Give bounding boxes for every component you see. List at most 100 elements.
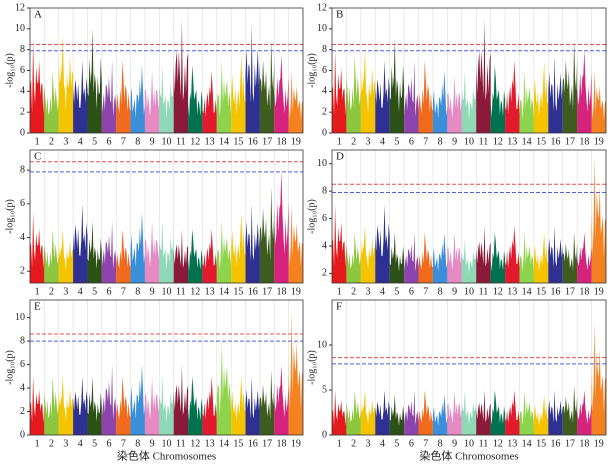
x-tick-label: 2 (351, 136, 356, 147)
chromosome-signal (562, 385, 578, 435)
x-tick-label: 10 (162, 286, 172, 297)
x-tick-label: 2 (49, 286, 54, 297)
chromosome-signal (101, 60, 117, 133)
chromosome-signal (461, 70, 477, 133)
y-axis-label: -log₁₀(p) (306, 199, 317, 234)
chromosome-signal (288, 203, 303, 283)
y-tick-label: 10 (15, 23, 25, 34)
chromosome-signal (519, 390, 534, 435)
chromosome-signal (44, 70, 59, 133)
chromosome-signal (404, 60, 419, 133)
chromosome-signal (188, 229, 203, 283)
x-tick-label: 13 (507, 136, 517, 147)
x-tick-label: 16 (551, 286, 561, 297)
x-tick-label: 14 (522, 136, 532, 147)
y-tick-label: 8 (20, 44, 25, 55)
chromosome-signal (432, 394, 448, 435)
x-tick-label: 6 (409, 136, 414, 147)
panel-label: D (336, 151, 344, 163)
chromosome-signal (404, 390, 419, 435)
chromosome-signal (533, 60, 549, 133)
chromosome-signal (231, 212, 246, 283)
chromosome-signal (216, 341, 232, 435)
chromosome-signal (447, 390, 462, 435)
chromosome-signal (332, 49, 347, 134)
x-tick-label: 18 (276, 438, 286, 449)
x-tick-label: 7 (121, 438, 126, 449)
chromosome-signal (259, 39, 275, 133)
x-tick-label: 13 (205, 438, 215, 449)
chromosome-signal (332, 390, 347, 435)
x-tick-label: 16 (248, 136, 258, 147)
chromosome-signal (202, 229, 217, 283)
chromosome-signal (548, 390, 563, 435)
x-tick-label: 3 (63, 136, 68, 147)
x-tick-label: 10 (464, 438, 474, 449)
x-tick-label: 2 (49, 136, 54, 147)
x-tick-label: 19 (594, 136, 604, 147)
chromosome-signal (58, 376, 74, 435)
x-tick-label: 14 (219, 286, 229, 297)
chromosome-signal (130, 364, 145, 435)
y-tick-label: 8 (20, 335, 25, 346)
x-tick-label: 9 (452, 438, 457, 449)
chromosome-signal (216, 220, 232, 283)
y-tick-label: 4 (322, 86, 327, 97)
chromosome-signal (73, 203, 88, 283)
chromosome-signal (346, 232, 361, 283)
x-tick-label: 16 (551, 438, 561, 449)
chromosome-signal (58, 229, 74, 283)
chromosome-signal (58, 34, 74, 133)
y-axis-label: -log₁₀(p) (4, 199, 15, 234)
x-tick-label: 9 (150, 438, 155, 449)
y-tick-label: 10 (317, 158, 327, 169)
chromosome-signal (533, 232, 549, 283)
chromosome-signal (173, 364, 189, 435)
chromosome-signal (577, 232, 592, 283)
x-tick-label: 9 (452, 286, 457, 297)
x-tick-label: 15 (536, 136, 546, 147)
x-tick-label: 19 (291, 286, 301, 297)
plot-frame (29, 299, 304, 436)
x-tick-label: 10 (464, 286, 474, 297)
chromosome-signal (73, 60, 88, 133)
x-tick-label: 3 (366, 286, 371, 297)
plot-frame (331, 299, 607, 436)
chromosome-signal (346, 390, 361, 435)
chromosome-signal (418, 232, 433, 283)
chromosome-signal (30, 376, 45, 435)
chromosome-signal (562, 232, 578, 283)
chromosome-signal (360, 49, 376, 134)
y-tick-label: 6 (20, 65, 25, 76)
y-axis-label: -log₁₀(p) (306, 53, 317, 88)
y-axis-label: -log₁₀(p) (306, 350, 317, 385)
chromosome-signal (288, 70, 303, 133)
x-tick-label: 12 (190, 136, 200, 147)
chromosome-signal (548, 225, 563, 283)
chromosome-signal (101, 220, 117, 283)
x-tick-label: 3 (63, 438, 68, 449)
y-tick-label: 4 (20, 382, 25, 393)
x-tick-label: 15 (233, 438, 243, 449)
x-tick-label: 8 (135, 438, 140, 449)
x-tick-label: 9 (150, 136, 155, 147)
y-tick-label: 4 (322, 240, 327, 251)
y-tick-label: 12 (15, 2, 25, 13)
x-tick-label: 8 (438, 136, 443, 147)
chromosome-signal (245, 203, 260, 283)
chromosome-signal (159, 65, 174, 133)
chromosome-signal (87, 28, 102, 133)
chromosome-signal (476, 390, 491, 435)
x-tick-label: 14 (522, 438, 532, 449)
x-tick-label: 5 (92, 136, 97, 147)
chromosome-signal (231, 376, 246, 435)
y-tick-label: 0 (322, 127, 327, 138)
x-tick-label: 4 (78, 286, 83, 297)
x-tick-label: 15 (536, 438, 546, 449)
chromosome-signal (144, 376, 160, 435)
y-tick-label: 0 (20, 127, 25, 138)
chromosome-signal (274, 364, 289, 435)
chromosome-signal (461, 390, 477, 435)
chromosome-signal (173, 229, 189, 283)
chromosome-signal (188, 376, 203, 435)
